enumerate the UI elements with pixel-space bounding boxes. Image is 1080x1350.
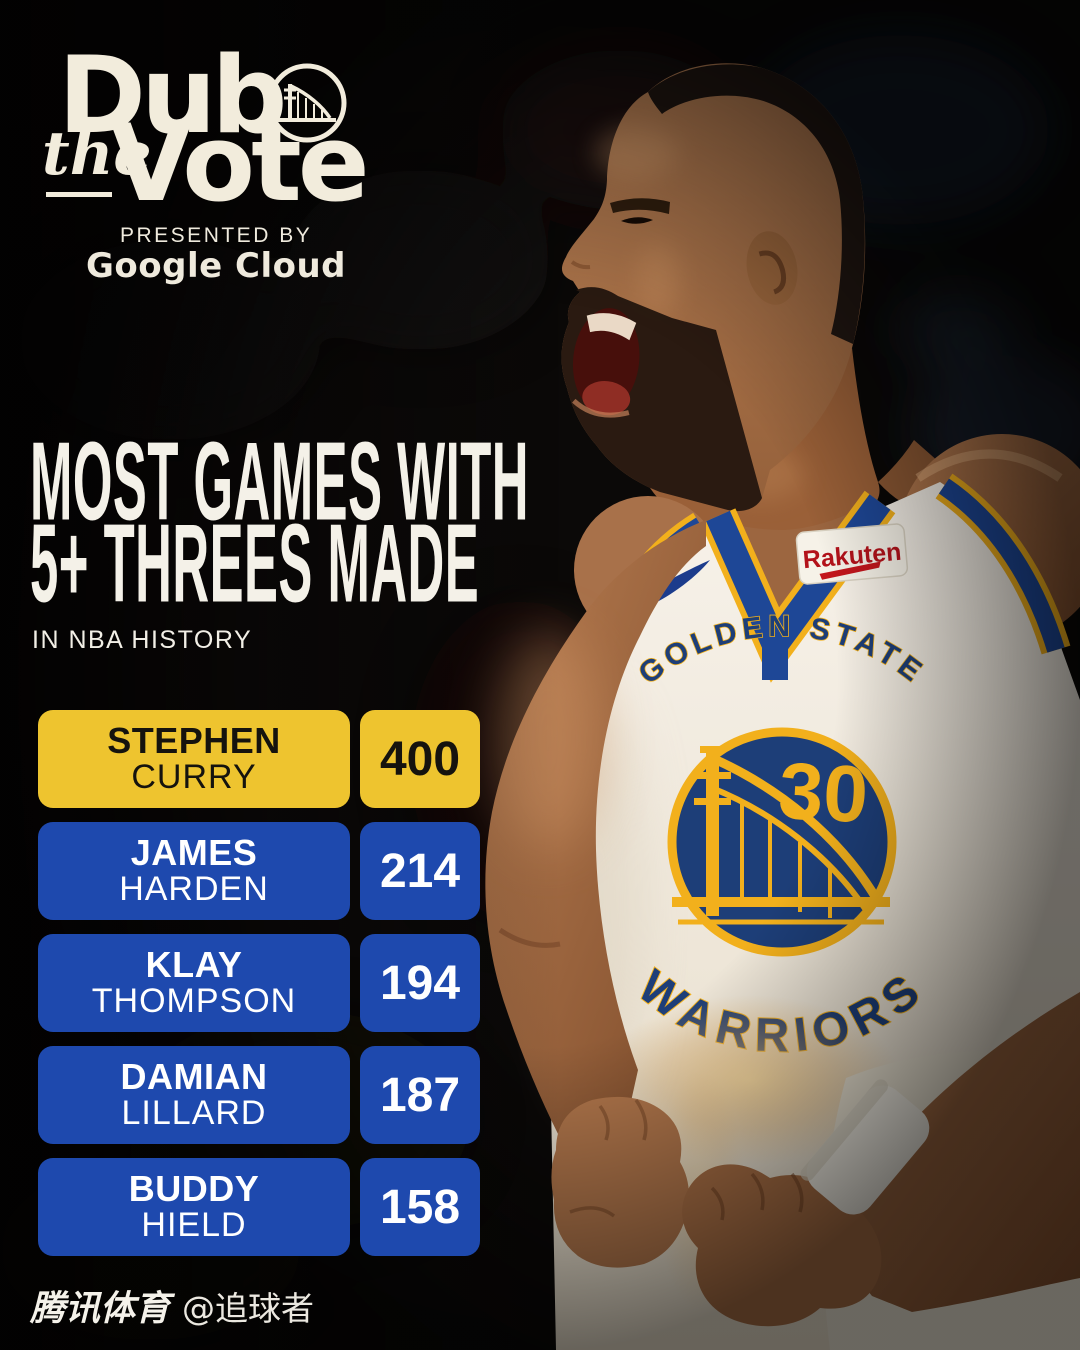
player-last-name: CURRY bbox=[131, 758, 257, 796]
player-value: 214 bbox=[379, 844, 461, 898]
brand-lockup: Dub the Vote PRESENTED BY Google Cloud bbox=[0, 0, 420, 310]
player-first-name: STEPHEN bbox=[107, 720, 281, 761]
headline-line-1: MOST GAMES WITH bbox=[30, 426, 1070, 537]
leaderboard-row-5: BUDDY HIELD 158 bbox=[38, 1158, 480, 1256]
player-value-box: 187 bbox=[360, 1046, 480, 1144]
watermark: 腾讯体育 @追球者 bbox=[30, 1280, 314, 1331]
headline-subtitle: IN NBA HISTORY bbox=[32, 626, 253, 654]
player-last-name: HARDEN bbox=[119, 870, 269, 908]
player-name-box: JAMES HARDEN bbox=[38, 822, 350, 920]
player-value-box: 214 bbox=[360, 822, 480, 920]
player-name-box: DAMIAN LILLARD bbox=[38, 1046, 350, 1144]
logo-word-dub: Dub bbox=[58, 34, 287, 157]
player-value: 400 bbox=[379, 732, 461, 786]
player-first-name: BUDDY bbox=[128, 1168, 260, 1209]
player-value: 158 bbox=[379, 1180, 461, 1234]
leaderboard-row-1: STEPHEN CURRY 400 bbox=[38, 710, 480, 808]
logo-the-underline bbox=[46, 192, 112, 197]
leaderboard: STEPHEN CURRY 400 JAMES HARDEN 214 KLAY … bbox=[38, 710, 480, 1270]
player-first-name: DAMIAN bbox=[120, 1056, 268, 1097]
sponsor-wordmark: Google Cloud bbox=[86, 246, 347, 286]
leaderboard-row-4: DAMIAN LILLARD 187 bbox=[38, 1046, 480, 1144]
player-last-name: LILLARD bbox=[121, 1094, 267, 1132]
headline-line-2: 5+ THREES MADE bbox=[30, 508, 966, 619]
player-value: 194 bbox=[379, 956, 461, 1010]
player-value-box: 194 bbox=[360, 934, 480, 1032]
player-value-box: 400 bbox=[360, 710, 480, 808]
warriors-bridge-logo-icon bbox=[267, 63, 347, 143]
logo-word-the: the bbox=[42, 119, 152, 189]
player-name-box: BUDDY HIELD bbox=[38, 1158, 350, 1256]
player-last-name: THOMPSON bbox=[91, 982, 297, 1020]
watermark-handle: @追球者 bbox=[182, 1289, 315, 1328]
player-last-name: HIELD bbox=[141, 1206, 247, 1244]
player-value: 187 bbox=[379, 1068, 461, 1122]
watermark-source: 腾讯体育 bbox=[30, 1289, 171, 1329]
presented-by-label: PRESENTED BY bbox=[120, 224, 313, 247]
logo-word-vote: Vote bbox=[110, 102, 370, 225]
leaderboard-row-3: KLAY THOMPSON 194 bbox=[38, 934, 480, 1032]
player-name-box: KLAY THOMPSON bbox=[38, 934, 350, 1032]
player-first-name: KLAY bbox=[145, 944, 243, 985]
player-first-name: JAMES bbox=[130, 832, 258, 873]
leaderboard-row-2: JAMES HARDEN 214 bbox=[38, 822, 480, 920]
headline-line-1-text: MOST GAMES WITH bbox=[30, 419, 530, 544]
headline-line-2-text: 5+ THREES MADE bbox=[30, 501, 480, 626]
player-value-box: 158 bbox=[360, 1158, 480, 1256]
player-name-box: STEPHEN CURRY bbox=[38, 710, 350, 808]
